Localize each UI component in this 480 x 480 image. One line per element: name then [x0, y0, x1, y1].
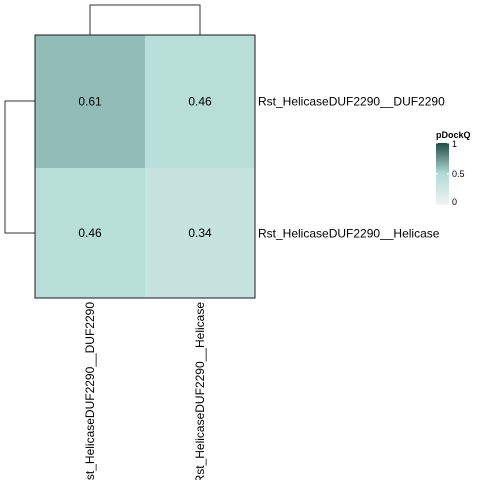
cell-value-label-r1-c1: 0.34: [188, 226, 212, 240]
heatmap-cell-r1-c0: [35, 168, 145, 298]
cell-value-label-r0-c0: 0.61: [78, 95, 102, 109]
column-label-helicase: Rst_HelicaseDUF2290__Helicase: [193, 302, 207, 480]
legend-ticks: 10.50: [436, 139, 465, 207]
row-label-helicase: Rst_HelicaseDUF2290__Helicase: [258, 227, 440, 241]
cell-value-label-r0-c1: 0.46: [188, 95, 212, 109]
color-legend: pDockQ 10.50: [436, 130, 471, 207]
column-label-duf2290: Rst_HelicaseDUF2290__DUF2290: [83, 302, 97, 480]
legend-tick-label-1: 0.5: [452, 169, 465, 179]
legend-title: pDockQ: [436, 130, 471, 140]
legend-tick-label-2: 0: [452, 197, 457, 207]
legend-tick-label-0: 1: [452, 139, 457, 149]
heatmap-cell-r0-c1: [145, 35, 255, 168]
row-label-duf2290: Rst_HelicaseDUF2290__DUF2290: [258, 95, 445, 109]
heatmap-cells: 0.61 0.46 0.46 0.34: [35, 35, 255, 298]
heatmap-border: [34, 34, 256, 299]
heatmap-cell-r1-c1: [145, 168, 255, 298]
legend-color-bar: [436, 143, 449, 205]
cell-value-label-r1-c0: 0.46: [78, 226, 102, 240]
row-dendrogram: [4, 100, 35, 234]
column-dendrogram: [89, 4, 201, 35]
heatmap-cell-r0-c0: [35, 35, 145, 168]
